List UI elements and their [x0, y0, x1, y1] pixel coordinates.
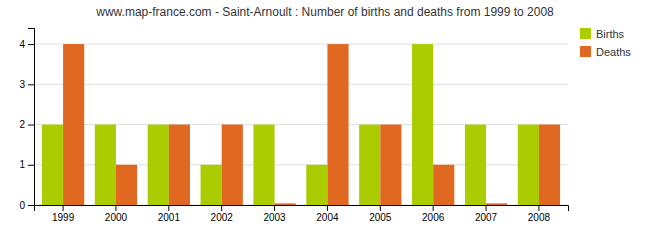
grid-line — [34, 44, 568, 45]
y-tick-label: 0 — [19, 200, 25, 211]
bar — [539, 125, 560, 205]
x-tick: 2002 — [211, 205, 234, 223]
legend: Births Deaths — [580, 28, 631, 58]
bar — [327, 44, 348, 205]
bar — [359, 125, 380, 205]
x-tick-label: 2007 — [475, 212, 498, 223]
y-tick-label: 1 — [19, 159, 25, 170]
x-tick-mark — [63, 205, 64, 211]
bar — [253, 125, 274, 205]
legend-label: Births — [596, 28, 625, 40]
x-tick-label: 1999 — [52, 212, 75, 223]
x-tick-label: 2002 — [211, 212, 234, 223]
bars — [42, 44, 560, 205]
title: www.map-france.com - Saint-Arnoult : Num… — [95, 5, 554, 19]
x-tick: 2000 — [105, 205, 128, 223]
grid — [34, 44, 568, 205]
chart: www.map-france.com - Saint-Arnoult : Num… — [0, 0, 650, 229]
bar — [169, 125, 190, 205]
legend-item: Births — [580, 28, 625, 40]
bar — [306, 165, 327, 205]
bar — [275, 203, 296, 205]
plot: 0 1 2 3 4 1999 2000 2001 2002 2003 2004 2005 2006 200… — [19, 29, 568, 224]
x-tick-mark — [433, 205, 434, 211]
x-tick-mark — [115, 205, 116, 211]
x-axis-line — [35, 206, 569, 212]
y-tick: 1 — [19, 159, 34, 170]
x-tick-label: 2004 — [316, 212, 339, 223]
legend-swatch — [580, 28, 591, 39]
x-tick-mark — [221, 205, 222, 211]
bar — [63, 44, 84, 205]
y-tick-mark — [28, 165, 34, 166]
x-tick: 2006 — [422, 205, 445, 223]
bar — [380, 125, 401, 205]
y-axis-line — [28, 29, 35, 206]
x-tick: 2008 — [528, 205, 551, 223]
bar-series — [63, 44, 560, 205]
x-tick-label: 2006 — [422, 212, 445, 223]
y-tick-label: 2 — [19, 119, 25, 130]
bar — [42, 125, 63, 205]
bar — [465, 125, 486, 205]
x-tick: 2005 — [369, 205, 392, 223]
x-tick: 1999 — [52, 205, 75, 223]
bar — [95, 125, 116, 205]
bar — [518, 125, 539, 205]
bar-series — [42, 44, 539, 205]
x-axis: 1999 2000 2001 2002 2003 2004 2005 2006 2007 2008 — [35, 205, 569, 223]
bar — [433, 165, 454, 205]
y-tick: 4 — [19, 39, 34, 50]
bar — [486, 203, 507, 205]
x-tick: 2003 — [263, 205, 286, 223]
x-tick-mark — [274, 205, 275, 211]
bar — [412, 44, 433, 205]
x-tick: 2007 — [475, 205, 498, 223]
x-tick: 2004 — [316, 205, 339, 223]
x-tick-label: 2003 — [263, 212, 286, 223]
bar — [148, 125, 169, 205]
y-tick-mark — [28, 84, 34, 85]
y-tick: 0 — [19, 200, 34, 211]
x-tick-mark — [327, 205, 328, 211]
x-tick: 2001 — [158, 205, 181, 223]
y-tick: 3 — [19, 79, 34, 90]
legend-item: Deaths — [580, 46, 631, 58]
y-tick: 2 — [19, 119, 34, 130]
y-tick-mark — [28, 44, 34, 45]
x-tick-mark — [538, 205, 539, 211]
y-tick-label: 4 — [19, 39, 25, 50]
y-tick-label: 3 — [19, 79, 25, 90]
y-tick-mark — [28, 125, 34, 126]
bar — [116, 165, 137, 205]
bar — [222, 125, 243, 205]
legend-label: Deaths — [596, 46, 631, 58]
y-tick-mark — [28, 205, 34, 206]
grid-line — [34, 84, 568, 85]
x-tick-mark — [380, 205, 381, 211]
legend-swatch — [580, 46, 591, 57]
x-tick-mark — [486, 205, 487, 211]
bar — [201, 165, 222, 205]
y-axis: 0 1 2 3 4 — [19, 29, 34, 211]
x-tick-label: 2001 — [158, 212, 181, 223]
x-tick-label: 2008 — [528, 212, 551, 223]
x-tick-mark — [168, 205, 169, 211]
x-tick-label: 2005 — [369, 212, 392, 223]
x-tick-label: 2000 — [105, 212, 128, 223]
